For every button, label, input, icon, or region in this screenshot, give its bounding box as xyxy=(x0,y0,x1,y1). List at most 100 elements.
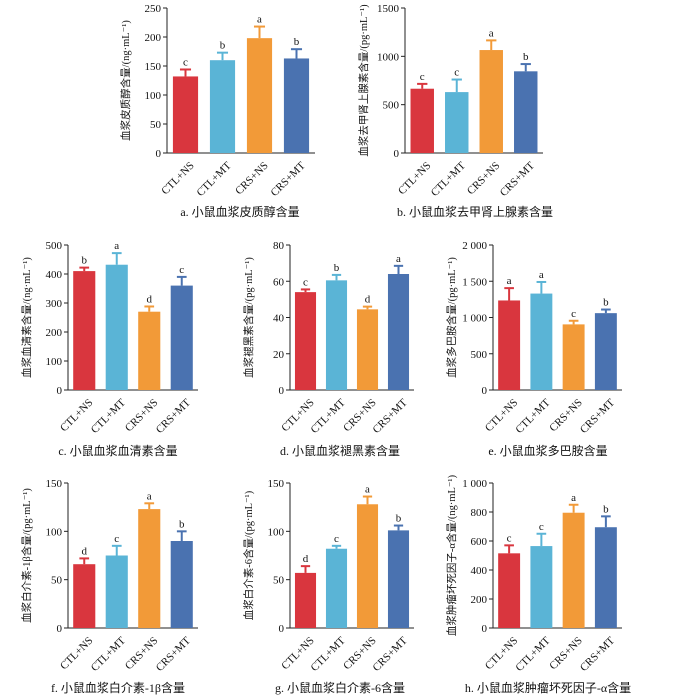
significance-label: a xyxy=(539,269,544,281)
bar-crs-ns xyxy=(246,38,273,153)
chart-panel-8: 0 200 400 600 800 1 000 血浆肿瘤坏死因子-α含量/(ng·mL⁻¹)… xyxy=(445,474,631,695)
y-tick-label: 100 xyxy=(46,526,63,538)
y-axis-label: 血浆白介素-1β含量/(pg·mL⁻¹) xyxy=(20,488,33,623)
significance-label: b xyxy=(179,518,185,530)
bar-crs-ns xyxy=(562,324,585,390)
significance-label: c xyxy=(454,67,459,79)
y-tick-label: 40 xyxy=(273,313,285,325)
y-tick-label: 100 xyxy=(46,356,63,368)
y-tick-label: 200 xyxy=(471,594,488,606)
significance-label: d xyxy=(365,294,371,306)
x-tick-label: CTL+MT xyxy=(89,397,128,436)
bar-crs-ns xyxy=(138,509,161,628)
y-tick-label: 50 xyxy=(150,119,162,131)
significance-label: a xyxy=(114,240,119,252)
bar-ctl-mt xyxy=(325,548,348,628)
y-axis-label: 血浆白介素-6含量/(pg·mL⁻¹) xyxy=(242,490,255,620)
significance-label: b xyxy=(294,36,300,48)
significance-label: d xyxy=(147,293,153,305)
y-tick-label: 0 xyxy=(394,148,400,160)
x-tick-label: CRS+MT xyxy=(498,160,537,199)
y-tick-label: 20 xyxy=(273,349,285,361)
bar-crs-mt xyxy=(170,285,193,390)
bar-crs-ns xyxy=(138,311,161,390)
y-tick-label: 500 xyxy=(383,100,400,112)
y-tick-label: 0 xyxy=(279,623,285,635)
bar-ctl-mt xyxy=(530,293,553,390)
y-tick-label: 1 000 xyxy=(462,313,487,325)
y-axis-label: 血浆皮质醇含量/(ng·mL⁻¹) xyxy=(119,20,132,141)
y-tick-label: 100 xyxy=(268,526,285,538)
y-tick-label: 0 xyxy=(482,385,488,397)
x-tick-label: CRS+MT xyxy=(578,397,617,436)
y-tick-label: 200 xyxy=(145,32,162,44)
x-tick-label: CTL+MT xyxy=(308,635,347,674)
y-tick-label: 250 xyxy=(145,3,162,15)
bar-crs-mt xyxy=(170,541,193,628)
panel-caption: c. 小鼠血浆血清素含量 xyxy=(58,443,177,458)
bar-ctl-ns xyxy=(73,271,96,390)
x-tick-label: CRS+MT xyxy=(370,635,409,674)
y-tick-label: 500 xyxy=(46,240,63,252)
y-tick-label: 1500 xyxy=(377,3,400,15)
x-tick-label: CTL+NS xyxy=(396,160,434,198)
bar-ctl-mt xyxy=(105,555,128,628)
y-tick-label: 0 xyxy=(279,385,285,397)
chart-panel-5: 0 500 1 000 1 500 2 000 血浆多巴胺含量/(pg·mL⁻¹) a CTL… xyxy=(445,240,622,458)
significance-label: a xyxy=(257,14,262,26)
bar-crs-mt xyxy=(514,71,538,153)
x-tick-label: CRS+MT xyxy=(268,160,307,199)
significance-label: b xyxy=(603,503,609,515)
panel-caption: h. 小鼠血浆肿瘤坏死因子-α含量 xyxy=(465,680,631,695)
bar-ctl-mt xyxy=(445,92,469,153)
panel-caption: f. 小鼠血浆白介素-1β含量 xyxy=(51,680,185,695)
bar-ctl-ns xyxy=(410,88,434,153)
x-tick-label: CTL+MT xyxy=(513,397,552,436)
significance-label: c xyxy=(539,521,544,533)
significance-label: d xyxy=(303,553,309,565)
bar-crs-mt xyxy=(387,530,410,628)
y-tick-label: 1000 xyxy=(377,51,400,63)
bar-crs-mt xyxy=(594,527,617,628)
significance-label: c xyxy=(334,533,339,545)
y-tick-label: 0 xyxy=(57,623,63,635)
panel-caption: e. 小鼠血浆多巴胺含量 xyxy=(488,443,607,458)
panel-caption: g. 小鼠血浆白介素-6含量 xyxy=(275,680,405,695)
x-tick-label: CTL+MT xyxy=(194,160,233,199)
y-tick-label: 0 xyxy=(57,385,63,397)
x-tick-label: CTL+MT xyxy=(513,635,552,674)
bar-ctl-ns xyxy=(294,572,317,628)
significance-label: a xyxy=(396,253,401,265)
y-tick-label: 150 xyxy=(268,478,285,490)
y-tick-label: 50 xyxy=(51,575,63,587)
bar-ctl-mt xyxy=(209,60,236,154)
significance-label: b xyxy=(523,51,529,63)
significance-label: b xyxy=(396,513,402,525)
bar-crs-ns xyxy=(356,309,379,390)
significance-label: a xyxy=(507,275,512,287)
significance-label: b xyxy=(82,255,88,267)
y-axis-label: 血浆肿瘤坏死因子-α含量/(ng·mL⁻¹) xyxy=(445,474,458,636)
significance-label: a xyxy=(489,27,494,39)
y-tick-label: 400 xyxy=(46,269,63,281)
y-tick-label: 100 xyxy=(145,90,162,102)
x-tick-label: CRS+NS xyxy=(233,160,271,198)
y-tick-label: 0 xyxy=(156,148,162,160)
bar-ctl-ns xyxy=(498,553,521,628)
y-axis-label: 血浆褪黑素含量/(pg·mL⁻¹) xyxy=(242,257,255,378)
chart-panel-2: 0 500 1000 1500 血浆去甲肾上腺素含量/(pg·mL⁻¹) c CTL+NS c… xyxy=(357,3,553,219)
y-tick-label: 2 000 xyxy=(462,240,487,252)
y-tick-label: 1 000 xyxy=(462,478,487,490)
significance-label: c xyxy=(179,264,184,276)
panel-caption: a. 小鼠血浆皮质醇含量 xyxy=(180,204,299,219)
bar-ctl-ns xyxy=(73,564,96,628)
bar-ctl-mt xyxy=(105,264,128,390)
y-axis-label: 血浆去甲肾上腺素含量/(pg·mL⁻¹) xyxy=(357,4,370,157)
bar-crs-ns xyxy=(356,504,379,628)
y-tick-label: 400 xyxy=(471,565,488,577)
significance-label: c xyxy=(183,56,188,68)
